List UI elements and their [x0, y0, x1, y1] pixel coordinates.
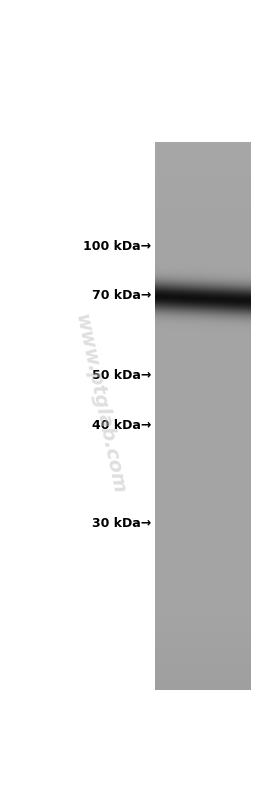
Text: www.ptglab.com: www.ptglab.com	[72, 312, 129, 495]
Text: 50 kDa→: 50 kDa→	[92, 369, 151, 382]
Text: 40 kDa→: 40 kDa→	[92, 419, 151, 431]
Text: 30 kDa→: 30 kDa→	[92, 517, 151, 530]
Text: 70 kDa→: 70 kDa→	[92, 289, 151, 302]
Text: 100 kDa→: 100 kDa→	[83, 240, 151, 253]
